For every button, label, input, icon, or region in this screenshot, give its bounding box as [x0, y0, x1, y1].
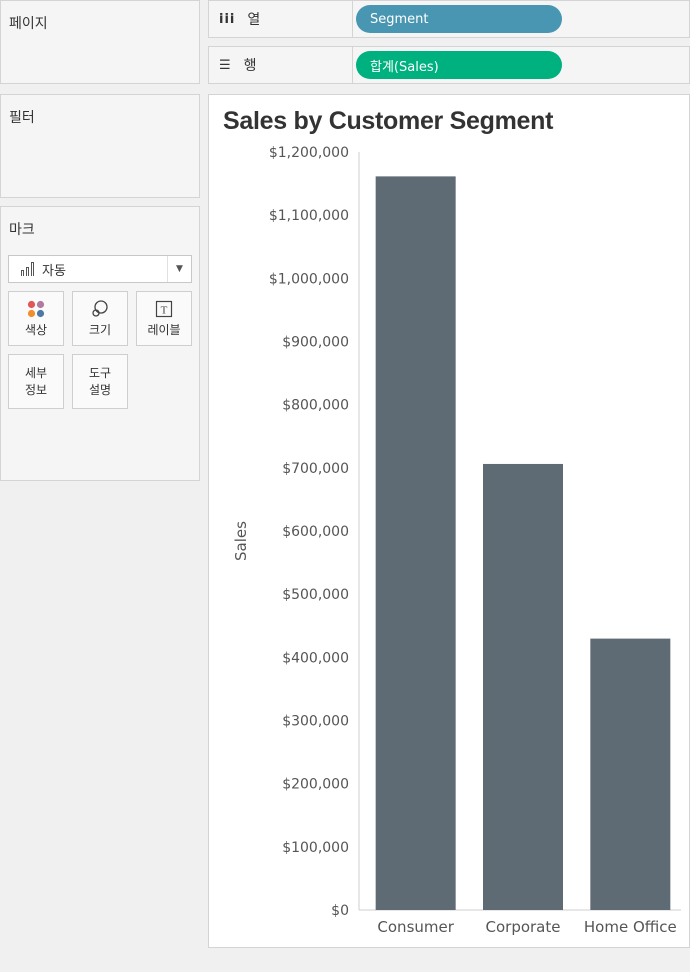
bar-chart-icon: [21, 262, 34, 276]
color-button[interactable]: 색상: [8, 291, 64, 346]
filters-panel[interactable]: 필터: [0, 94, 200, 198]
size-button-label: 크기: [88, 323, 112, 337]
size-icon: [90, 298, 110, 320]
columns-shelf-label: iii 열: [209, 1, 353, 37]
x-tick-label: Home Office: [584, 918, 677, 936]
y-tick-label: $800,000: [282, 398, 349, 414]
bar-corporate: [483, 463, 563, 910]
color-button-label: 색상: [24, 323, 48, 337]
columns-shelf[interactable]: iii 열 Segment: [208, 0, 690, 38]
pages-panel-title: 페이지: [9, 16, 48, 32]
text-label-icon: T: [155, 298, 173, 320]
mark-type-dropdown[interactable]: 자동 ▼: [8, 255, 192, 283]
label-button[interactable]: T 레이블: [136, 291, 192, 346]
y-tick-label: $100,000: [282, 840, 349, 856]
tooltip-button[interactable]: 도구 설명: [72, 354, 128, 409]
y-tick-label: $1,000,000: [269, 271, 349, 287]
detail-button[interactable]: 세부 정보: [8, 354, 64, 409]
filters-panel-title: 필터: [9, 110, 35, 126]
y-axis-title: Sales: [232, 521, 250, 561]
y-tick-label: $0: [331, 903, 349, 919]
label-button-label: 레이블: [147, 323, 181, 337]
x-tick-label: Corporate: [486, 918, 561, 936]
y-tick-label: $1,100,000: [269, 208, 349, 224]
columns-label-text: 열: [247, 12, 261, 28]
bar-home-office: [590, 638, 671, 910]
y-tick-label: $600,000: [282, 524, 349, 540]
pages-panel[interactable]: 페이지: [0, 0, 200, 84]
rows-shelf-label: ☰ 행: [209, 47, 353, 83]
y-tick-label: $900,000: [282, 335, 349, 351]
detail-button-label-line2: 정보: [24, 382, 48, 397]
marks-panel: 마크 자동 ▼ 색상 크기: [0, 206, 200, 481]
tooltip-button-label-line1: 도구: [88, 365, 112, 380]
detail-button-label-line1: 세부: [24, 365, 48, 380]
rows-icon: ☰: [219, 57, 232, 73]
chevron-down-icon[interactable]: ▼: [167, 256, 191, 282]
y-tick-label: $700,000: [282, 461, 349, 477]
y-tick-label: $300,000: [282, 714, 349, 730]
y-tick-label: $1,200,000: [269, 145, 349, 161]
y-tick-label: $200,000: [282, 777, 349, 793]
tooltip-button-label-line2: 설명: [88, 382, 112, 397]
segment-pill[interactable]: Segment: [356, 5, 562, 33]
viz-area: Sales by Customer Segment $0 $100,000 $200…: [208, 94, 690, 948]
rows-shelf[interactable]: ☰ 행 합계(Sales): [208, 46, 690, 84]
y-tick-label: $500,000: [282, 587, 349, 603]
sum-sales-pill[interactable]: 합계(Sales): [356, 51, 562, 79]
rows-label-text: 행: [243, 58, 257, 74]
mark-type-label: 자동: [42, 263, 66, 279]
x-tick-label: Consumer: [377, 918, 454, 936]
chart-title: Sales by Customer Segment: [223, 107, 554, 135]
marks-panel-title: 마크: [9, 222, 35, 238]
bar-consumer: [375, 176, 456, 910]
bar-chart: $0 $100,000 $200,000 $300,000 $400,000 $500,0…: [232, 145, 681, 936]
y-tick-label: $400,000: [282, 650, 349, 666]
columns-icon: iii: [219, 11, 236, 27]
svg-text:T: T: [161, 305, 168, 317]
color-dots-icon: [26, 298, 46, 320]
size-button[interactable]: 크기: [72, 291, 128, 346]
